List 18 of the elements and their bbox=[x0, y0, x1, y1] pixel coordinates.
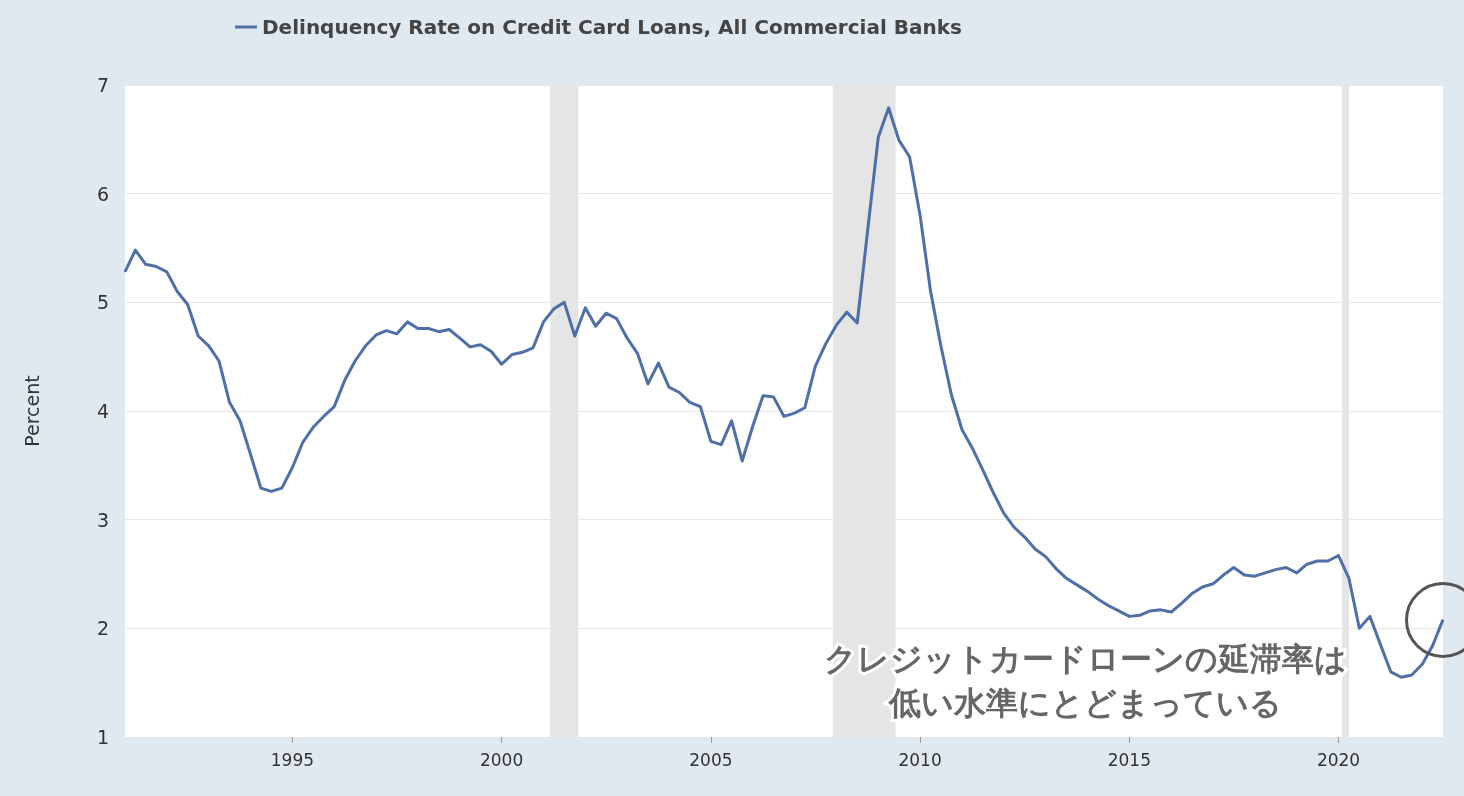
y-tick-label: 2 bbox=[96, 617, 109, 640]
y-tick-label: 6 bbox=[96, 182, 109, 205]
x-tick-label: 2015 bbox=[1107, 749, 1151, 770]
annotation: 低い水準にとどまっている bbox=[886, 684, 1282, 722]
y-tick-label: 4 bbox=[96, 400, 109, 422]
y-axis-title: Percent bbox=[20, 375, 43, 447]
y-tick-label: 7 bbox=[96, 74, 109, 96]
x-tick-label: 2020 bbox=[1316, 749, 1361, 770]
x-tick-label: 2005 bbox=[689, 749, 733, 770]
y-tick-label: 5 bbox=[96, 291, 109, 314]
annotation: クレジットカードローンの延滞率は bbox=[823, 640, 1347, 678]
y-tick-label: 1 bbox=[96, 726, 109, 748]
line-series bbox=[123, 106, 1445, 679]
x-tick-label: 2000 bbox=[479, 749, 524, 770]
legend-label: Delinquency Rate on Credit Card Loans, All Commercial Banks bbox=[262, 15, 962, 39]
y-tick-label: 3 bbox=[96, 508, 109, 531]
x-tick-label: 1995 bbox=[270, 749, 315, 770]
x-tick-label: 2010 bbox=[898, 749, 942, 770]
